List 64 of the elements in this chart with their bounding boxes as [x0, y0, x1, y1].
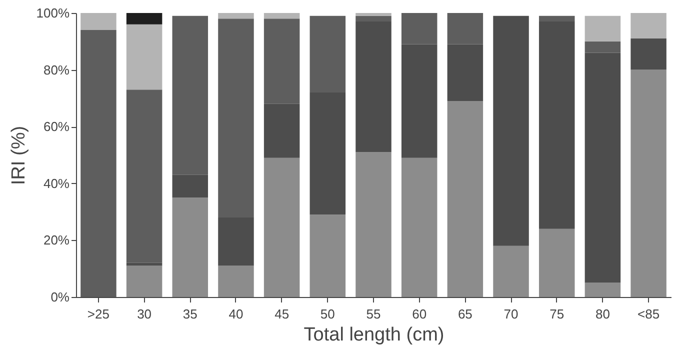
- bar: [264, 158, 300, 297]
- y-tick-label: 40%: [43, 176, 70, 191]
- x-tick-label: 45: [274, 306, 290, 322]
- bar: [401, 13, 438, 44]
- bar: [264, 13, 300, 19]
- bar: [172, 16, 208, 175]
- x-tick-label: 30: [137, 306, 152, 322]
- bar: [630, 70, 666, 297]
- bar: [584, 282, 621, 297]
- x-tick-label: 40: [228, 306, 244, 322]
- bar: [126, 262, 162, 266]
- bar: [356, 13, 392, 16]
- bar: [630, 13, 666, 39]
- bar: [310, 214, 346, 297]
- bar: [218, 13, 254, 19]
- bar: [584, 16, 621, 42]
- bar: [401, 44, 438, 158]
- bar: [538, 228, 575, 297]
- bar: [584, 52, 621, 283]
- bar: [126, 266, 162, 297]
- x-tick-label: 35: [182, 306, 198, 322]
- x-tick-label: 55: [366, 306, 381, 322]
- bar: [538, 16, 575, 22]
- bar: [401, 158, 438, 297]
- bar: [80, 13, 116, 30]
- x-tick-label: 60: [412, 306, 427, 322]
- y-tick-label: 60%: [43, 119, 70, 134]
- bar: [493, 246, 529, 297]
- y-tick-label: 0%: [50, 290, 70, 304]
- bar: [126, 13, 162, 24]
- bar: [630, 38, 666, 70]
- x-tick-label: >25: [87, 306, 110, 322]
- bar: [218, 266, 254, 297]
- bar: [126, 24, 162, 90]
- bar: [218, 18, 254, 218]
- bar: [447, 101, 484, 297]
- bar: [356, 152, 392, 297]
- x-tick-label: 80: [595, 306, 610, 322]
- x-tick-label: <85: [638, 306, 660, 322]
- bar: [172, 198, 208, 297]
- bar: [264, 104, 300, 158]
- bar: [218, 217, 254, 266]
- x-tick-label: 75: [550, 306, 564, 322]
- bar: [310, 92, 346, 215]
- y-axis-title: IRI (%): [8, 126, 30, 186]
- x-tick-label: 50: [320, 306, 335, 322]
- bar: [126, 90, 162, 263]
- bar: [356, 22, 392, 152]
- bar: [356, 16, 392, 22]
- bar: [447, 44, 484, 102]
- bar: [172, 174, 208, 198]
- bar: [310, 16, 346, 93]
- bar: [584, 41, 621, 53]
- y-tick-label: 100%: [36, 6, 70, 20]
- bar: [493, 16, 529, 246]
- bar: [447, 13, 484, 44]
- x-tick-label: 65: [458, 306, 472, 322]
- bar: [80, 30, 116, 297]
- x-axis-title: Total length (cm): [304, 324, 444, 346]
- bar: [264, 18, 300, 104]
- y-tick-label: 20%: [43, 232, 70, 248]
- bar: [538, 22, 575, 229]
- x-tick-label: 70: [504, 306, 518, 322]
- y-tick-label: 80%: [43, 62, 70, 78]
